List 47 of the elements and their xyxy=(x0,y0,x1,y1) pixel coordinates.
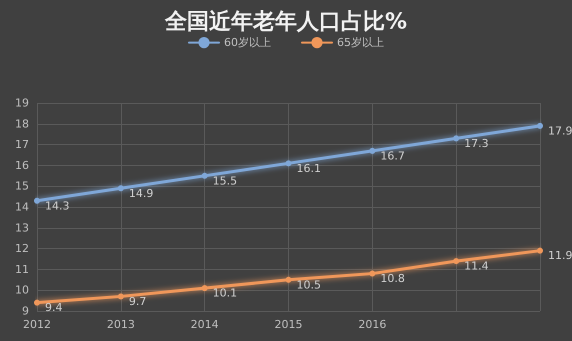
point xyxy=(202,285,208,292)
y-tick-label: 9 xyxy=(22,304,29,318)
x-tick-label: 2016 xyxy=(358,318,386,331)
data-label: 11.4 xyxy=(464,260,489,273)
x-tick-label: 2013 xyxy=(106,318,135,331)
data-label: 16.1 xyxy=(296,162,321,175)
data-label: 14.9 xyxy=(128,186,154,200)
data-label: 11.9 xyxy=(548,249,572,262)
point xyxy=(286,276,292,283)
data-label: 15.5 xyxy=(212,174,238,188)
y-tick-label: 16 xyxy=(15,158,29,172)
x-tick-label: 2014 xyxy=(190,318,219,331)
data-label: 17.3 xyxy=(464,136,489,150)
legend-label: 65岁以上 xyxy=(337,36,384,50)
y-tick-label: 15 xyxy=(15,180,29,193)
y-tick-label: 17 xyxy=(15,138,29,152)
data-label: 9.7 xyxy=(128,294,146,308)
point xyxy=(537,122,543,129)
y-tick-label: 10 xyxy=(15,284,29,297)
y-tick-label: 18 xyxy=(15,117,29,130)
legend-label: 60岁以上 xyxy=(224,36,272,50)
point xyxy=(118,185,124,192)
data-label: 10.8 xyxy=(380,272,405,286)
point xyxy=(369,270,376,277)
data-label: 10.5 xyxy=(296,278,321,292)
point xyxy=(34,198,40,204)
y-tick-label: 13 xyxy=(15,221,29,234)
point xyxy=(537,248,543,254)
y-tick-label: 11 xyxy=(15,262,29,276)
x-tick-label: 2015 xyxy=(274,318,302,331)
point xyxy=(34,300,40,306)
point xyxy=(202,172,208,179)
y-tick-label: 19 xyxy=(15,96,29,110)
data-label: 14.3 xyxy=(45,199,70,212)
x-tick-label: 2012 xyxy=(23,318,51,331)
y-tick-label: 14 xyxy=(15,200,29,214)
y-tick-label: 12 xyxy=(15,242,29,256)
data-label: 16.7 xyxy=(380,149,405,162)
point xyxy=(453,258,460,264)
data-label: 10.1 xyxy=(212,286,238,300)
data-label: 9.4 xyxy=(45,301,62,314)
chart-title: 全国近年老年人口占比% xyxy=(164,10,408,34)
point xyxy=(118,293,124,300)
data-label: 17.9 xyxy=(548,124,572,138)
point xyxy=(369,148,376,154)
point xyxy=(453,135,460,142)
point xyxy=(286,160,292,166)
